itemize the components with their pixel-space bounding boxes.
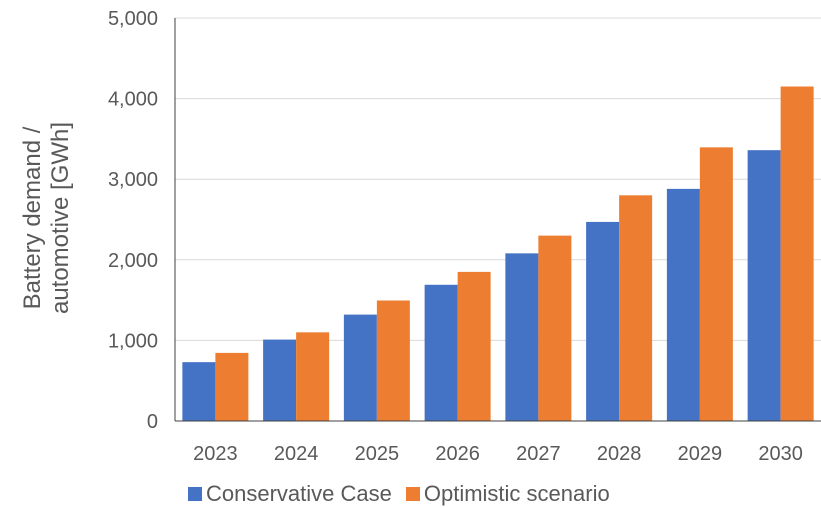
legend-label-conservative: Conservative Case	[206, 481, 392, 506]
legend-item-conservative: Conservative Case	[188, 481, 392, 507]
y-tick-label: 1,000	[108, 330, 158, 352]
x-tick-label: 2024	[274, 443, 319, 465]
y-tick-label: 5,000	[108, 8, 158, 30]
legend-swatch-optimistic	[405, 487, 420, 501]
x-tick-label: 2029	[678, 443, 723, 465]
legend-label-optimistic: Optimistic scenario	[423, 481, 610, 506]
bar-optimistic-2028	[619, 195, 653, 421]
legend: Conservative Case Optimistic scenario	[188, 480, 624, 508]
bar-conservative-2023	[182, 362, 216, 421]
y-tick-label: 3,000	[108, 169, 158, 191]
y-tick-label: 0	[147, 411, 158, 433]
bar-optimistic-2027	[538, 235, 572, 421]
bar-optimistic-2024	[296, 332, 330, 421]
bar-optimistic-2029	[699, 147, 733, 421]
y-tick-label: 4,000	[108, 89, 158, 111]
y-tick-labels: 0 1,000 2,000 3,000 4,000 5,000	[108, 8, 158, 433]
bar-optimistic-2026	[457, 271, 491, 421]
y-tick-label: 2,000	[108, 250, 158, 272]
axes	[174, 18, 821, 422]
x-tick-label: 2027	[516, 443, 561, 465]
bar-optimistic-2025	[376, 300, 410, 421]
bar-conservative-2024	[263, 339, 297, 421]
x-tick-label: 2026	[435, 443, 480, 465]
y-axis-title-line-2: automotive [GWh]	[47, 122, 74, 314]
bar-conservative-2025	[343, 314, 377, 421]
bar-conservative-2028	[586, 221, 620, 421]
legend-item-optimistic: Optimistic scenario	[405, 481, 610, 507]
bars	[182, 86, 814, 421]
bar-conservative-2029	[666, 188, 700, 421]
x-tick-label: 2025	[355, 443, 400, 465]
bar-optimistic-2023	[215, 352, 249, 421]
x-tick-label: 2028	[597, 443, 642, 465]
bar-conservative-2027	[505, 253, 539, 421]
x-tick-label: 2023	[193, 443, 238, 465]
bar-conservative-2030	[747, 150, 781, 421]
x-tick-labels: 2023 2024 2025 2026 2027 2028 2029 2030	[193, 443, 803, 465]
legend-swatch-conservative	[188, 487, 202, 501]
y-axis-title-line-1: Battery demand /	[19, 126, 46, 309]
x-tick-label: 2030	[758, 443, 803, 465]
bar-conservative-2026	[424, 284, 458, 421]
bar-optimistic-2030	[780, 86, 814, 421]
